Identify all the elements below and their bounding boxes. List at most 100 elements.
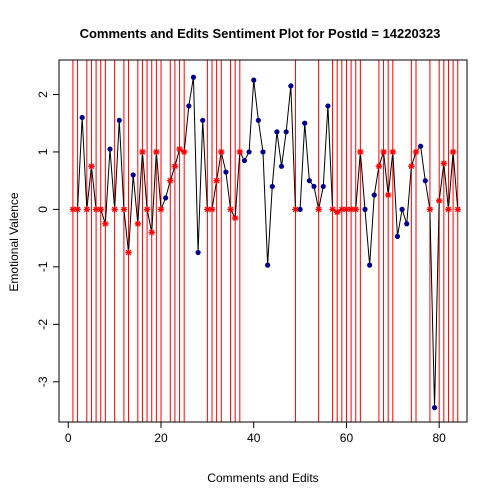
comment-point: [399, 206, 405, 212]
comment-point: [79, 114, 85, 121]
comment-point: [265, 262, 271, 268]
x-tick-label: 20: [154, 431, 168, 445]
comment-point: [255, 117, 261, 123]
comment-point: [306, 178, 312, 184]
comment-point: [297, 206, 303, 212]
comment-point: [367, 262, 373, 268]
edit-point: [157, 206, 165, 213]
edit-point: [426, 206, 434, 213]
x-tick-label: 40: [247, 431, 261, 445]
edit-point: [120, 206, 128, 213]
data-points-layer: [69, 74, 461, 411]
comment-point: [325, 103, 331, 109]
comment-point: [186, 103, 192, 109]
edit-point: [236, 148, 244, 156]
edit-point: [231, 214, 239, 222]
comment-point: [274, 129, 280, 135]
edit-point: [125, 249, 132, 256]
edit-point: [408, 163, 415, 170]
y-tick-label: 2: [36, 91, 50, 98]
edit-point: [440, 160, 448, 167]
comment-point: [302, 120, 308, 126]
y-tick-label: 0: [36, 206, 50, 213]
edit-point: [389, 148, 397, 156]
x-tick-label: 80: [433, 431, 447, 445]
comment-point: [241, 157, 248, 164]
comment-point: [422, 178, 428, 184]
comment-point: [311, 183, 317, 190]
comment-point: [130, 172, 136, 178]
edit-point: [176, 145, 183, 153]
comment-point: [200, 117, 206, 123]
comment-point: [246, 149, 252, 155]
comment-point: [404, 221, 410, 227]
comment-point: [195, 249, 201, 256]
x-tick-label: 0: [65, 431, 72, 445]
y-axis-label: Emotional Valence: [7, 192, 21, 291]
edit-point: [347, 206, 355, 213]
edit-point: [329, 206, 336, 213]
edit-point: [412, 148, 420, 156]
edit-point: [88, 163, 95, 170]
edit-point: [333, 209, 341, 216]
comment-point: [431, 405, 438, 411]
y-tick-label: 1: [36, 148, 50, 155]
comment-point: [107, 146, 113, 152]
edit-lines-layer: [72, 60, 459, 422]
comment-point: [362, 206, 368, 212]
edit-point: [102, 220, 109, 227]
edit-point: [111, 206, 118, 213]
edit-point: [74, 206, 81, 213]
edit-point: [227, 206, 234, 213]
edit-point: [139, 148, 146, 156]
edit-point: [375, 163, 383, 170]
comment-point: [371, 192, 377, 198]
comment-point: [251, 77, 257, 83]
comment-point: [163, 195, 169, 201]
edit-point: [352, 206, 359, 213]
edit-point: [357, 148, 364, 156]
edit-point: [143, 206, 151, 213]
x-axis-label: Comments and Edits: [207, 471, 318, 485]
edit-point: [435, 197, 443, 204]
edit-point: [134, 220, 142, 227]
series-line: [72, 77, 459, 408]
comment-point: [190, 74, 197, 80]
x-axis: 0 20 40 60 80: [65, 422, 446, 445]
edit-point: [83, 206, 91, 213]
edit-point: [97, 206, 104, 213]
comment-point: [278, 163, 285, 169]
y-tick-label: -1: [36, 261, 50, 272]
plot-area-border: [58, 59, 468, 423]
comment-point: [116, 117, 122, 123]
edit-point: [171, 163, 179, 170]
edit-point: [148, 229, 155, 236]
edit-point: [167, 177, 174, 184]
comment-point: [283, 129, 289, 135]
edit-point: [315, 206, 322, 213]
edit-point: [92, 206, 100, 213]
edit-point: [449, 148, 457, 156]
edit-point: [218, 148, 225, 156]
y-tick-label: -3: [36, 376, 50, 387]
comment-point: [394, 233, 401, 240]
comment-point: [269, 183, 275, 190]
comment-point: [260, 149, 266, 155]
edit-point: [445, 206, 452, 213]
chart-title: Comments and Edits Sentiment Plot for Po…: [80, 26, 441, 41]
y-tick-label: -2: [36, 319, 50, 330]
comment-point: [223, 169, 229, 175]
comment-point: [320, 183, 326, 190]
comment-point: [418, 143, 424, 149]
edit-point: [380, 148, 387, 156]
edit-point: [180, 148, 188, 156]
edit-point: [384, 191, 392, 199]
edit-point: [292, 206, 299, 213]
edit-point: [208, 206, 216, 213]
comment-point: [288, 83, 294, 89]
edit-point: [454, 206, 461, 213]
edit-point: [213, 177, 220, 184]
x-tick-label: 60: [340, 431, 354, 445]
edit-point: [204, 206, 211, 213]
